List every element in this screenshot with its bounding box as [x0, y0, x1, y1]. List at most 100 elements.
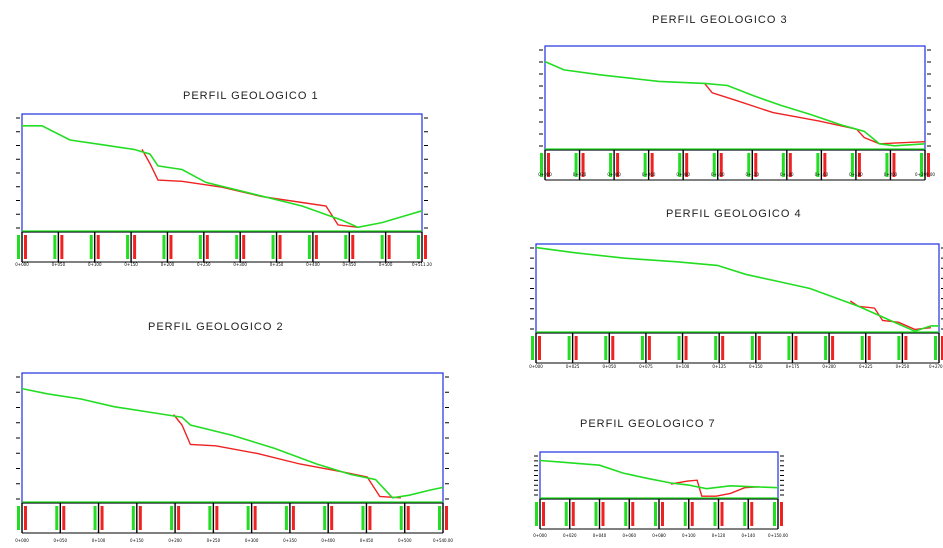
design-profile-line	[141, 149, 359, 228]
station-label: 0+000	[529, 364, 543, 369]
station-label: 0+150	[124, 262, 138, 267]
station-design-elevation-mark	[941, 336, 943, 360]
terrain-profile-line	[535, 246, 939, 333]
terrain-profile-line	[539, 459, 779, 490]
station-design-elevation-mark	[611, 336, 615, 360]
station-terrain-elevation-mark	[131, 506, 135, 530]
station-design-elevation-mark	[719, 153, 723, 177]
station-label: 0+500	[398, 538, 412, 543]
station-design-elevation-mark	[661, 502, 664, 526]
station-label: 0+200	[161, 262, 175, 267]
station-label: 0+500	[379, 262, 393, 267]
station-label: 0+511.20	[412, 262, 432, 267]
station-terrain-elevation-mark	[850, 153, 854, 177]
station-terrain-elevation-mark	[540, 153, 543, 177]
station-label: 0+000	[533, 533, 547, 538]
station-design-elevation-mark	[278, 235, 282, 259]
profile-4: 0+000 0+025 0+050 0+075 0+100 0+125 0+150 0+175…	[529, 243, 943, 369]
station-terrain-elevation-mark	[89, 235, 93, 259]
station-label: 0+125	[712, 364, 726, 369]
station-label: 0+050	[52, 262, 66, 267]
station-design-elevation-mark	[406, 506, 410, 530]
station-terrain-elevation-mark	[683, 502, 687, 526]
station-terrain-elevation-mark	[535, 502, 538, 526]
station-design-elevation-mark	[542, 502, 545, 526]
station-terrain-elevation-mark	[170, 506, 174, 530]
station-terrain-elevation-mark	[594, 502, 598, 526]
station-terrain-elevation-mark	[640, 336, 644, 360]
station-label: 0+400	[306, 262, 320, 267]
profile-3-title: PERFIL GEOLOGICO 3	[652, 14, 788, 26]
station-design-elevation-mark	[780, 502, 783, 526]
terrain-profile-line	[22, 125, 423, 229]
station-label: 0+100	[88, 262, 102, 267]
station-label: 0+350	[270, 262, 284, 267]
station-design-elevation-mark	[867, 336, 871, 360]
station-terrain-elevation-mark	[885, 153, 889, 177]
station-label: 0+200	[884, 172, 898, 177]
station-label: 0+025	[566, 364, 580, 369]
station-label: 0+100	[92, 538, 106, 543]
station-design-elevation-mark	[215, 506, 219, 530]
station-terrain-elevation-mark	[781, 153, 785, 177]
station-terrain-elevation-mark	[55, 506, 59, 530]
station-terrain-elevation-mark	[17, 235, 20, 259]
station-terrain-elevation-mark	[126, 235, 130, 259]
station-design-elevation-mark	[904, 336, 908, 360]
station-design-elevation-mark	[547, 153, 550, 177]
station-terrain-elevation-mark	[53, 235, 57, 259]
station-label: 0+060	[642, 172, 656, 177]
station-design-elevation-mark	[720, 502, 724, 526]
profile-frame	[539, 451, 779, 500]
station-terrain-elevation-mark	[678, 153, 682, 177]
station-label: 0+150	[130, 538, 144, 543]
station-terrain-elevation-mark	[609, 153, 613, 177]
station-design-elevation-mark	[581, 153, 585, 177]
station-design-elevation-mark	[169, 235, 173, 259]
station-label: 0+040	[607, 172, 621, 177]
station-design-elevation-mark	[721, 336, 725, 360]
station-label: 0+350	[283, 538, 297, 543]
station-label: 0+100	[711, 172, 725, 177]
station-design-elevation-mark	[631, 502, 635, 526]
profile-1: 0+000 0+050 0+100 0+150 0+200 0+250 0+300 0+350…	[15, 113, 432, 267]
station-design-elevation-mark	[24, 506, 27, 530]
station-design-elevation-mark	[424, 235, 427, 259]
design-profile-line	[670, 479, 760, 497]
station-terrain-elevation-mark	[712, 153, 716, 177]
profile-1-title: PERFIL GEOLOGICO 1	[183, 90, 319, 102]
station-design-elevation-mark	[177, 506, 181, 530]
design-profile-line	[849, 300, 931, 331]
station-design-elevation-mark	[650, 153, 654, 177]
station-terrain-elevation-mark	[747, 153, 751, 177]
station-design-elevation-mark	[60, 235, 64, 259]
station-label: 0+040	[593, 533, 607, 538]
station-label: 0+050	[603, 364, 617, 369]
station-label: 0+000	[538, 172, 552, 177]
station-design-elevation-mark	[647, 336, 651, 360]
station-terrain-elevation-mark	[235, 235, 239, 259]
station-terrain-elevation-mark	[93, 506, 97, 530]
station-design-elevation-mark	[205, 235, 209, 259]
station-label: 0+150	[749, 364, 763, 369]
station-terrain-elevation-mark	[399, 506, 403, 530]
station-design-elevation-mark	[100, 506, 104, 530]
station-terrain-elevation-mark	[307, 235, 311, 259]
design-profile-line	[704, 82, 926, 145]
station-terrain-elevation-mark	[417, 235, 420, 259]
station-label: 0+250	[207, 538, 221, 543]
station-design-elevation-mark	[387, 235, 391, 259]
station-terrain-elevation-mark	[860, 336, 864, 360]
station-terrain-elevation-mark	[361, 506, 365, 530]
station-terrain-elevation-mark	[713, 502, 717, 526]
terrain-profile-line	[21, 387, 444, 499]
station-terrain-elevation-mark	[284, 506, 288, 530]
station-label: 0+175	[786, 364, 800, 369]
station-label: 0+250	[896, 364, 910, 369]
station-terrain-elevation-mark	[624, 502, 628, 526]
station-label: 0+250	[197, 262, 211, 267]
station-terrain-elevation-mark	[17, 506, 20, 530]
profile-frame	[535, 243, 940, 334]
station-label: 0+160	[815, 172, 829, 177]
